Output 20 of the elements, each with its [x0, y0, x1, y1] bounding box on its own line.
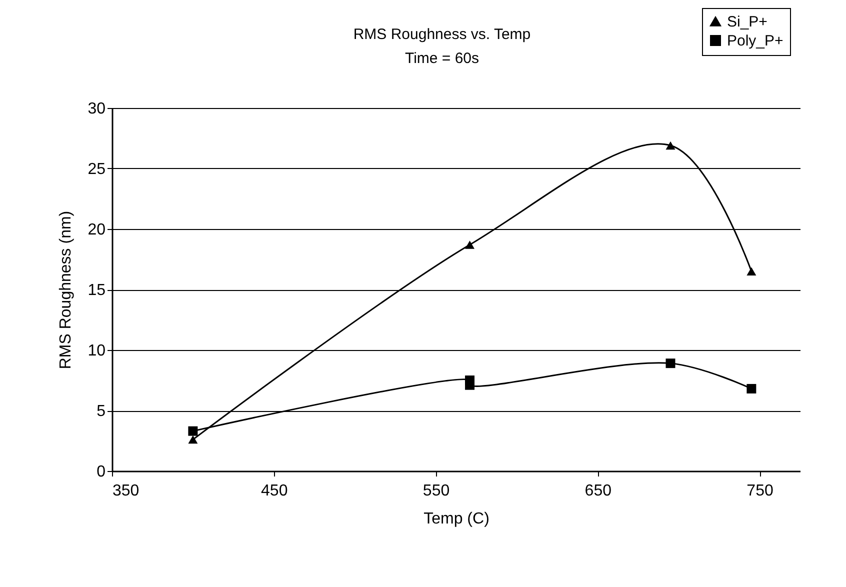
chart-subtitle: Time = 60s: [404, 50, 480, 67]
y-tick-label: 15: [88, 282, 106, 299]
y-tick-label: 25: [88, 161, 106, 178]
y-axis-title: RMS Roughness (nm): [58, 210, 75, 370]
x-tick-label: 650: [584, 482, 612, 500]
y-tick-label: 20: [88, 222, 106, 238]
x-tick-label: 750: [746, 482, 774, 500]
point: [465, 240, 475, 249]
y-tick-label: 30: [88, 100, 106, 118]
legend-label: Si_P+: [727, 14, 768, 30]
x-tick-label: 350: [112, 482, 140, 500]
chart-title: RMS Roughness vs. Temp: [353, 26, 531, 43]
y-tick-label: 10: [88, 342, 106, 360]
x-tick-label: 450: [261, 482, 288, 500]
legend-label: Poly_P+: [727, 32, 784, 50]
x-axis-title: Temp (C): [424, 510, 490, 528]
x-tick-label: 550: [422, 482, 450, 500]
y-tick-label: 0: [96, 464, 106, 480]
point: [465, 380, 475, 390]
y-tick-label: 5: [96, 403, 106, 420]
